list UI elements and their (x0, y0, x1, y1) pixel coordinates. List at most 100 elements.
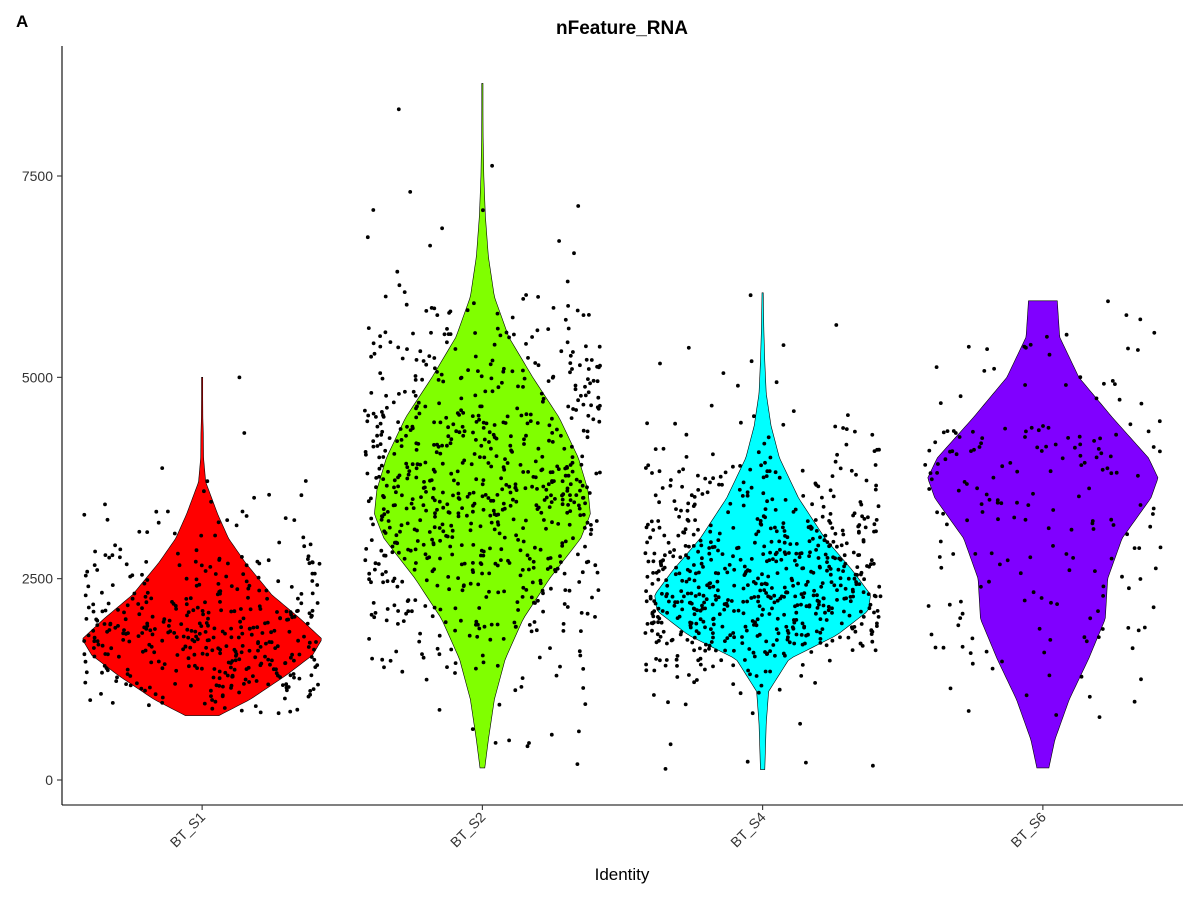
data-point (674, 565, 678, 570)
data-point (828, 521, 833, 525)
data-point (289, 585, 294, 589)
data-point (515, 600, 520, 604)
data-point (455, 469, 460, 474)
data-point (563, 317, 568, 322)
data-point (726, 510, 730, 515)
data-point (804, 633, 808, 638)
data-point (424, 508, 428, 513)
data-point (753, 540, 757, 545)
data-point (855, 565, 860, 569)
data-point (253, 704, 258, 708)
data-point (548, 556, 553, 560)
data-point (651, 559, 656, 564)
data-point (768, 455, 773, 460)
data-point (801, 494, 806, 498)
violin-bt-s4 (654, 292, 871, 770)
data-point (568, 493, 572, 497)
data-point (1051, 544, 1055, 548)
data-point (251, 674, 255, 678)
data-point (826, 608, 831, 613)
data-point (644, 589, 648, 593)
data-point (652, 620, 656, 625)
data-point (679, 599, 684, 604)
data-point (805, 579, 810, 584)
data-point (257, 588, 262, 593)
data-point (478, 561, 483, 565)
data-point (1049, 600, 1053, 605)
data-point (396, 345, 401, 350)
data-point (205, 652, 210, 657)
data-point (700, 492, 705, 496)
data-point (516, 538, 520, 542)
data-point (744, 628, 749, 633)
data-point (373, 561, 378, 566)
data-point (1142, 625, 1147, 630)
data-point (396, 420, 400, 424)
data-point (951, 429, 956, 433)
data-point (547, 423, 552, 428)
data-point (668, 550, 672, 555)
data-point (570, 460, 575, 465)
data-point (521, 470, 526, 474)
data-point (244, 563, 249, 568)
data-point (299, 493, 304, 498)
data-point (597, 419, 602, 424)
data-point (595, 570, 600, 575)
data-point (650, 582, 655, 586)
data-point (1128, 422, 1133, 427)
data-point (174, 607, 179, 611)
data-point (560, 544, 565, 548)
data-point (414, 358, 419, 362)
data-point (392, 478, 397, 483)
data-point (387, 525, 392, 530)
data-point (183, 644, 188, 649)
data-point (707, 551, 712, 556)
data-point (656, 615, 660, 619)
data-point (926, 604, 931, 608)
data-point (574, 408, 578, 412)
data-point (774, 550, 779, 555)
data-point (772, 600, 777, 605)
data-point (708, 529, 713, 534)
data-point (383, 330, 388, 335)
data-point (396, 107, 401, 112)
data-point (847, 613, 852, 618)
data-point (392, 452, 397, 456)
data-point (495, 326, 500, 331)
data-point (844, 596, 848, 601)
data-point (798, 551, 802, 556)
data-point (701, 619, 706, 624)
data-point (422, 480, 426, 484)
data-point (852, 511, 857, 516)
data-point (406, 472, 411, 477)
data-point (189, 629, 194, 633)
data-point (984, 649, 989, 654)
data-point (677, 571, 682, 576)
data-point (854, 472, 858, 477)
data-point (437, 633, 442, 638)
data-point (139, 686, 144, 691)
data-point (1096, 635, 1101, 639)
data-point (783, 653, 787, 658)
data-point (241, 572, 246, 576)
data-point (471, 561, 475, 565)
data-point (814, 629, 819, 634)
data-point (804, 760, 808, 765)
data-point (660, 591, 664, 596)
data-point (469, 521, 473, 526)
data-point (128, 574, 133, 579)
data-point (945, 429, 950, 433)
data-point (740, 641, 745, 645)
data-point (653, 493, 658, 498)
data-point (414, 406, 418, 411)
data-point (749, 596, 754, 600)
data-point (578, 363, 582, 368)
data-point (427, 555, 432, 560)
data-point (531, 559, 536, 564)
data-point (187, 664, 191, 669)
y-tick-label: 2500 (22, 571, 53, 587)
data-point (1005, 558, 1010, 563)
data-point (555, 566, 560, 571)
data-point (524, 518, 528, 523)
data-point (1093, 569, 1097, 573)
